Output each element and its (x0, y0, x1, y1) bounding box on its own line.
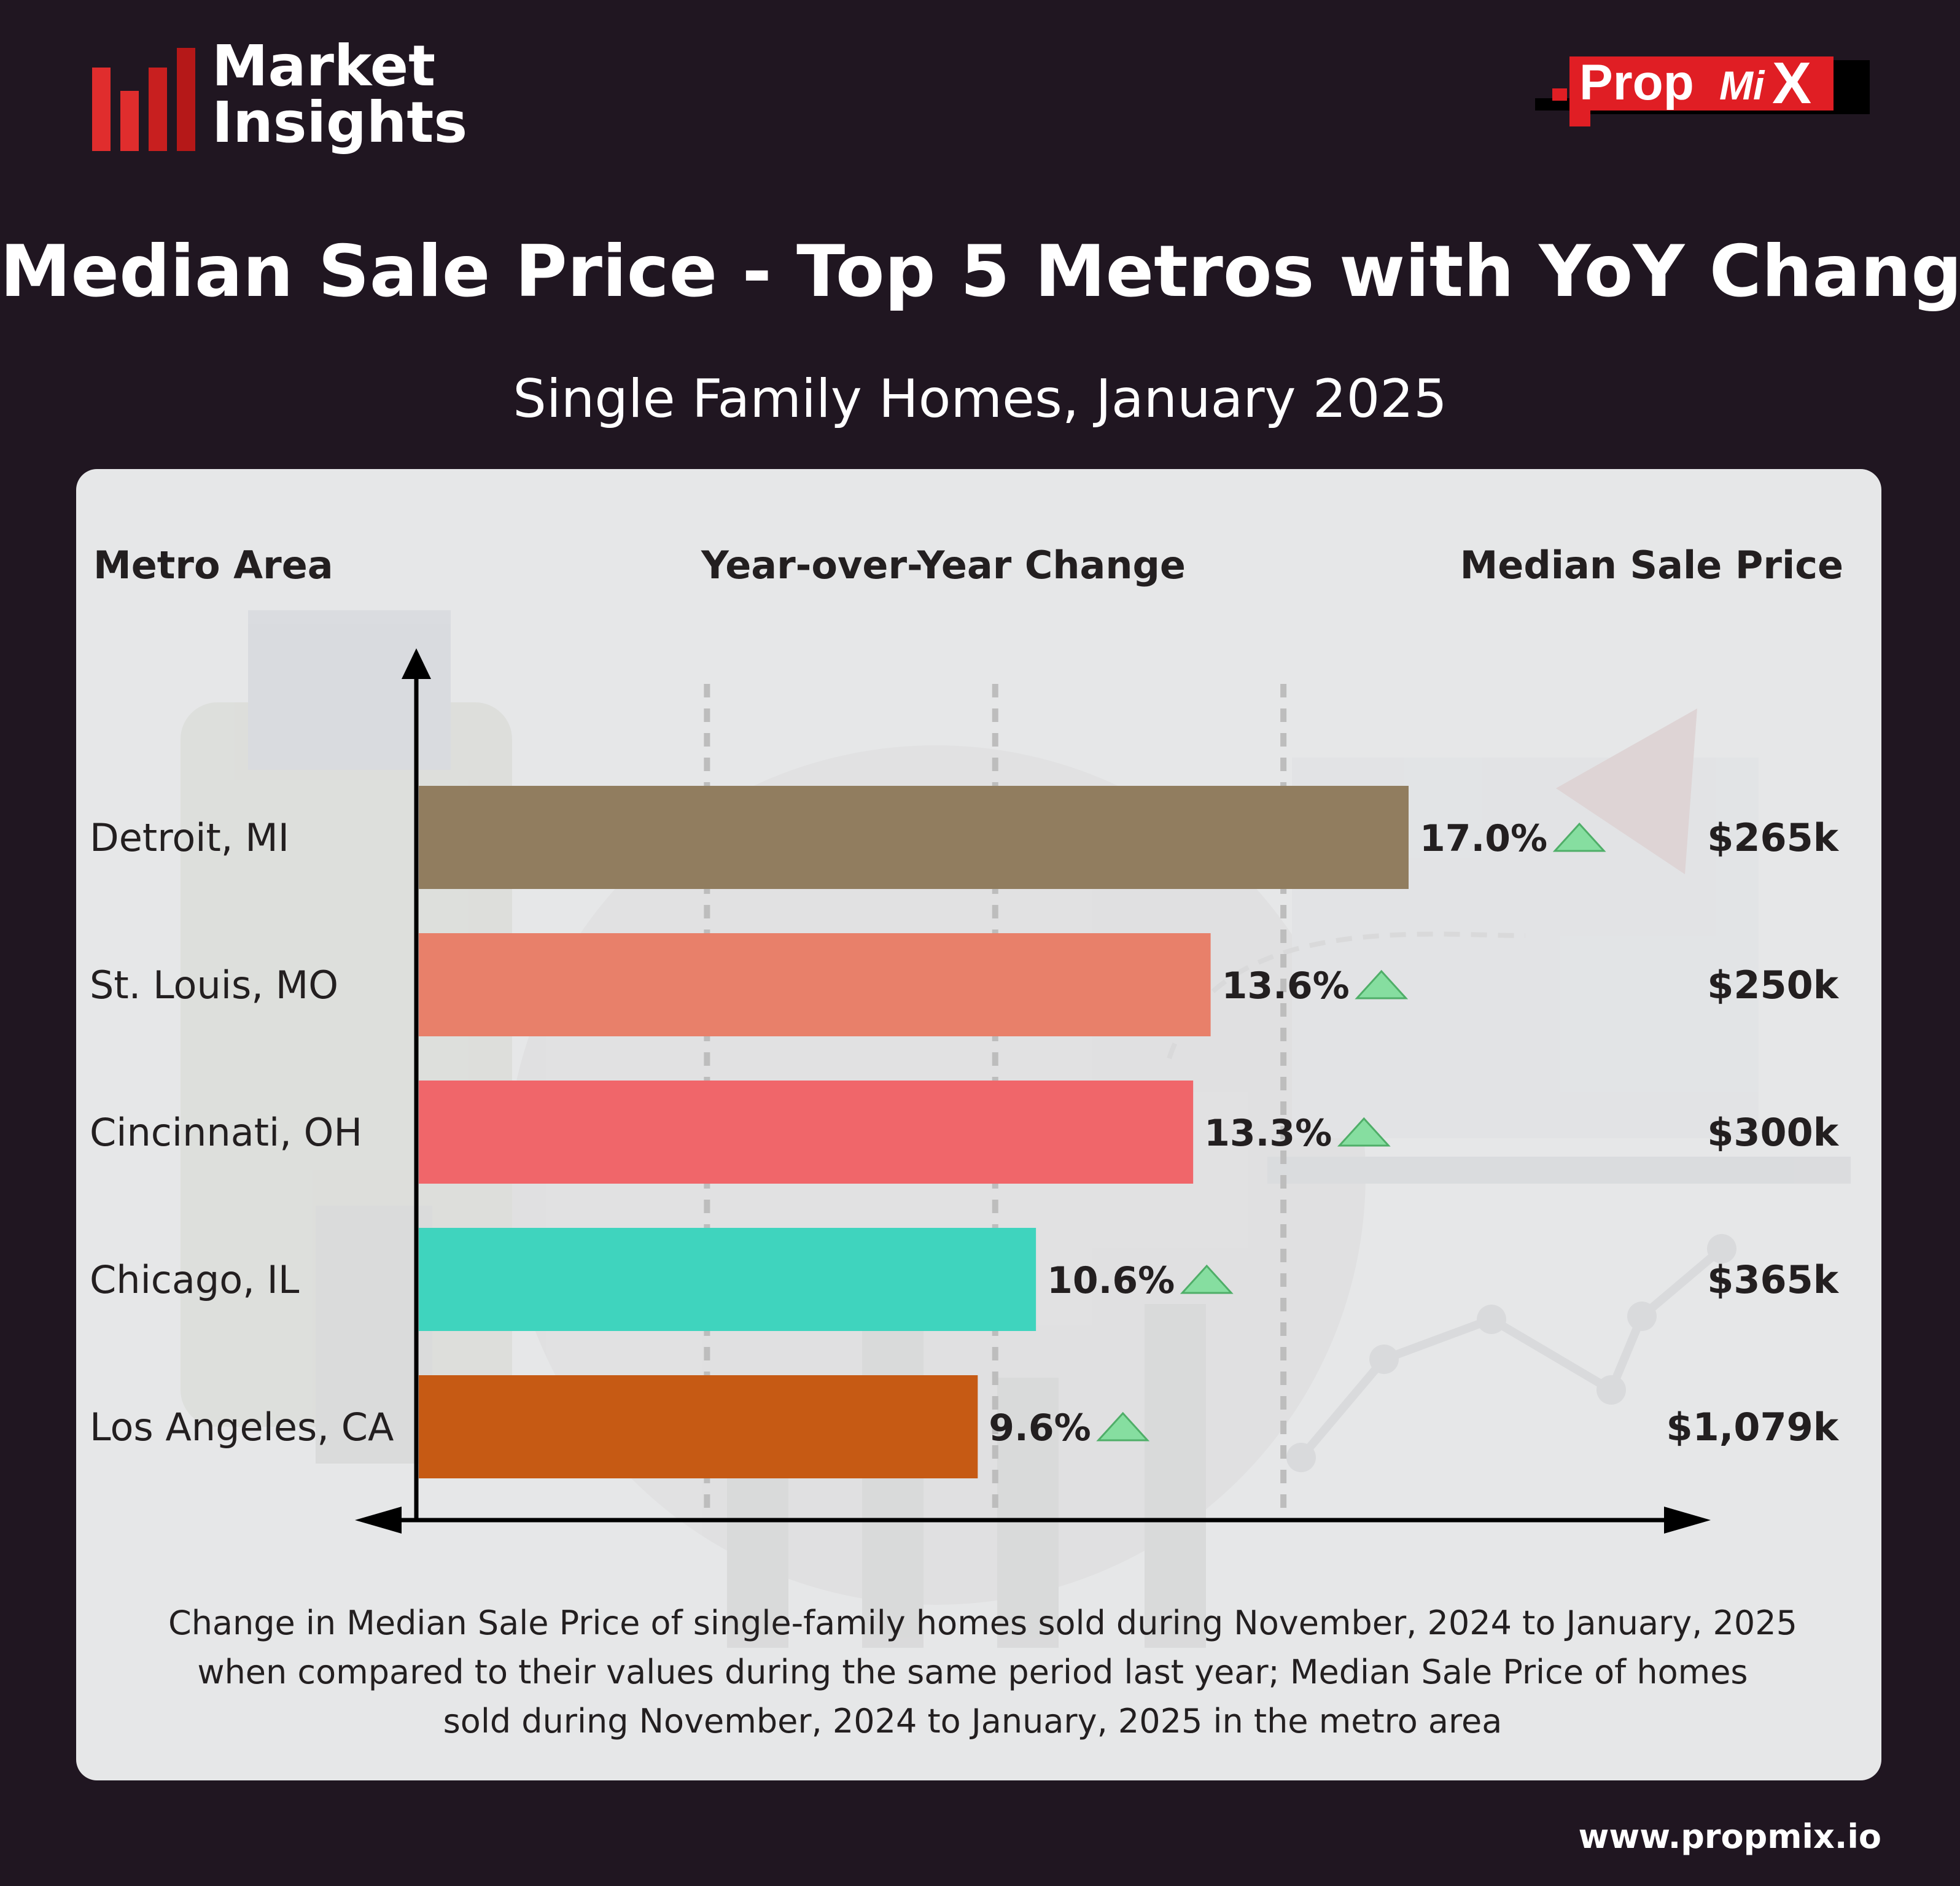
column-header-price: Median Sale Price (1460, 543, 1843, 588)
propmix-logo: Prop Mi X (1535, 56, 1870, 126)
chart-title: Median Sale Price - Top 5 Metros with Yo… (0, 230, 1960, 313)
median-price-label-2: $300k (1707, 1110, 1840, 1155)
logo-text-mi: Mi (1719, 63, 1765, 108)
column-header-yoy: Year-over-Year Change (701, 543, 1186, 588)
bar-3 (419, 1228, 1036, 1331)
logo-text-x: X (1772, 56, 1811, 116)
category-label-4: Los Angeles, CA (90, 1405, 394, 1449)
bar-1 (419, 933, 1211, 1036)
value-label-1: 13.6% (1222, 964, 1350, 1007)
trend-up-icon-0 (1552, 822, 1606, 852)
value-label-2: 13.3% (1204, 1112, 1332, 1155)
category-label-0: Detroit, MI (90, 815, 289, 860)
footer-url[interactable]: www.propmix.io (1578, 1817, 1882, 1856)
median-price-label-1: $250k (1707, 963, 1840, 1007)
trend-up-icon-3 (1180, 1264, 1234, 1294)
value-label-3: 10.6% (1047, 1259, 1175, 1302)
bar-4 (419, 1375, 978, 1478)
caption-line2: when compared to their values during the… (197, 1653, 1748, 1691)
market-insights-brand: Market Insights (212, 38, 467, 151)
x-axis-arrow-left-icon (355, 1507, 402, 1534)
brand-line1: Market (212, 33, 436, 99)
trend-up-icon-1 (1355, 969, 1409, 999)
median-price-label-3: $365k (1707, 1257, 1840, 1302)
chart-card: Metro Area Year-over-Year Change Median … (76, 469, 1881, 1780)
median-price-label-4: $1,079k (1666, 1405, 1840, 1449)
brand-line2: Insights (212, 90, 468, 155)
trend-up-icon-2 (1337, 1117, 1391, 1147)
value-label-4: 9.6% (989, 1407, 1091, 1449)
chart-caption: Change in Median Sale Price of single-fa… (168, 1599, 1797, 1746)
trend-up-icon-4 (1096, 1411, 1150, 1442)
chart-subtitle: Single Family Homes, January 2025 (513, 368, 1447, 430)
bar-chart: Detroit, MI 17.0% $265k St. Louis, MO 13.6% $… (90, 648, 1840, 1534)
logo-text-prop: Prop (1579, 56, 1694, 111)
value-label-0: 17.0% (1420, 817, 1547, 860)
caption-line3: sold during November, 2024 to January, 2… (443, 1702, 1503, 1740)
bar-0 (419, 786, 1409, 889)
column-header-metro: Metro Area (93, 543, 333, 588)
caption-line1: Change in Median Sale Price of single-fa… (168, 1604, 1797, 1642)
y-axis-arrow-icon (402, 648, 431, 679)
x-axis-arrow-right-icon (1664, 1507, 1711, 1534)
category-label-3: Chicago, IL (90, 1257, 300, 1302)
market-insights-bars-icon (92, 48, 195, 151)
bar-2 (419, 1081, 1194, 1184)
category-label-1: St. Louis, MO (90, 963, 338, 1007)
median-price-label-0: $265k (1707, 815, 1840, 860)
category-label-2: Cincinnati, OH (90, 1110, 362, 1155)
